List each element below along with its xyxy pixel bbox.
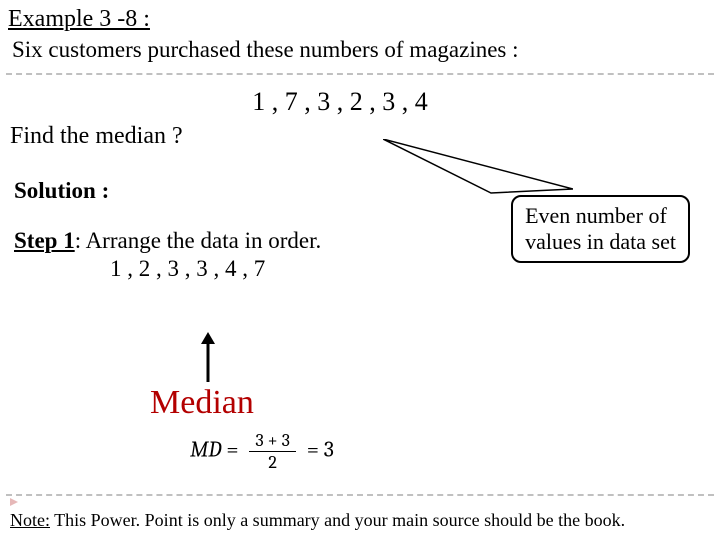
nav-next-icon[interactable] <box>10 498 18 506</box>
find-median-question: Find the median ? <box>0 123 720 150</box>
callout-box: Even number of values in data set <box>511 195 690 263</box>
formula-fraction: 3 + 3 2 <box>249 430 296 473</box>
data-values: 1 , 7 , 3 , 2 , 3 , 4 <box>0 87 720 117</box>
median-label: Median <box>150 384 254 422</box>
divider-bottom <box>6 494 714 496</box>
formula-denominator: 2 <box>249 452 296 473</box>
formula-numerator: 3 + 3 <box>249 430 296 452</box>
note-label: Note: <box>10 510 50 530</box>
callout-pointer <box>383 139 573 194</box>
intro-text: Six customers purchased these numbers of… <box>0 37 720 63</box>
formula-lhs: MD <box>190 437 222 463</box>
formula-result: 3 <box>324 437 334 463</box>
divider-top <box>6 73 714 75</box>
formula: MD = 3 + 3 2 = 3 <box>190 430 334 473</box>
callout-line-1: Even number of <box>525 203 676 229</box>
arrow-up-icon <box>198 332 218 382</box>
callout-line-2: values in data set <box>525 229 676 255</box>
footer-note: Note: This Power. Point is only a summar… <box>10 510 625 531</box>
step-1-text: : Arrange the data in order. <box>75 228 322 253</box>
step-1-label: Step 1 <box>14 228 75 253</box>
note-text: This Power. Point is only a summary and … <box>50 510 625 530</box>
example-title: Example 3 -8 : <box>0 0 720 37</box>
